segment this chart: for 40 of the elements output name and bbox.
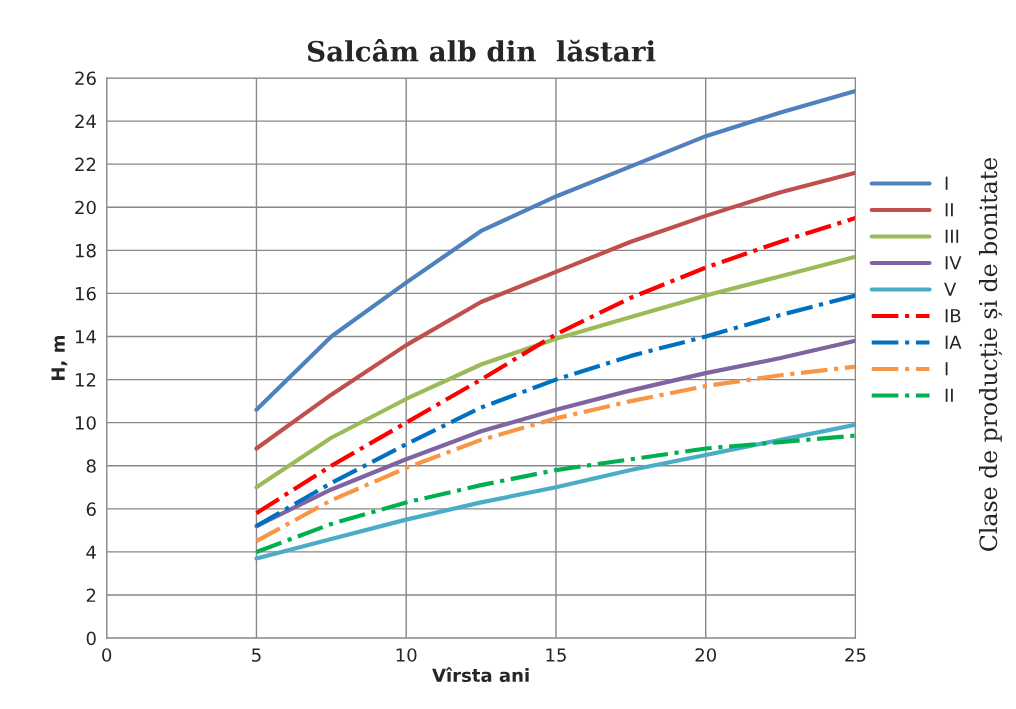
line-series <box>254 254 856 490</box>
y-tick-label: 12 <box>75 373 96 387</box>
x-tick-label: 0 <box>102 648 112 662</box>
x-tick-label: 25 <box>845 648 866 662</box>
y-tick-label: 10 <box>75 416 96 430</box>
legend-label: II <box>945 388 953 402</box>
y-tick-label: 0 <box>86 631 96 646</box>
legend-label: I <box>945 362 948 376</box>
legend-title: Clase de producție și de bonitate <box>978 157 1003 551</box>
line-series <box>254 215 856 516</box>
y-tick-label: 2 <box>86 588 96 602</box>
x-tick-label: 5 <box>252 648 261 662</box>
chart-title: Salcâm alb din lăstari <box>307 39 656 62</box>
legend-label: III <box>945 229 959 243</box>
x-axis-title: Vîrsta ani <box>432 667 529 683</box>
y-tick-label: 22 <box>75 157 96 172</box>
y-tick-label: 6 <box>86 502 96 516</box>
y-tick-label: 14 <box>75 330 96 344</box>
legend-label: IV <box>945 256 962 270</box>
line-series <box>254 338 856 529</box>
line-series <box>254 293 856 529</box>
legend-label: I <box>945 176 948 190</box>
y-tick-label: 24 <box>75 114 96 128</box>
x-tick-label: 10 <box>396 648 417 662</box>
y-tick-label: 8 <box>86 459 96 473</box>
y-tick-label: 16 <box>75 286 96 301</box>
y-axis-title: H, m <box>51 335 68 380</box>
x-tick-label: 20 <box>695 648 716 662</box>
line-series <box>254 364 856 544</box>
line-series <box>254 88 856 412</box>
y-tick-label: 26 <box>75 71 96 86</box>
line-series <box>254 170 856 451</box>
legend-label: V <box>944 282 957 296</box>
y-tick-label: 18 <box>75 243 96 258</box>
y-tick-label: 4 <box>86 545 96 559</box>
y-tick-label: 20 <box>75 200 96 215</box>
x-tick-label: 15 <box>546 648 566 662</box>
legend-label: IA <box>945 335 962 349</box>
legend-label: II <box>945 203 953 217</box>
legend-label: IB <box>945 309 961 323</box>
